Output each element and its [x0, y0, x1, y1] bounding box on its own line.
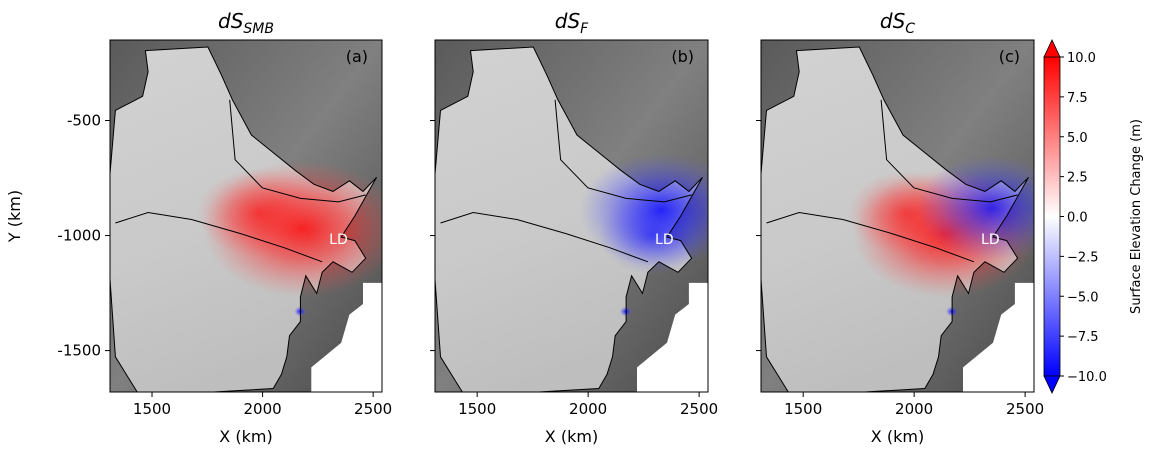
colorbar-tick-label: −2.5	[1067, 250, 1099, 265]
x-tick-label: 2000	[243, 400, 281, 418]
panel-map	[110, 40, 382, 392]
y-axis-label: Y (km)	[5, 190, 24, 243]
location-label-ld: LD	[981, 232, 1000, 248]
colorbar-tick-label: −10.0	[1067, 370, 1107, 385]
panel-title-main: dS	[555, 9, 581, 33]
colorbar-tick-label: 7.5	[1067, 91, 1088, 106]
panel-title-subscript: SMB	[243, 21, 274, 37]
y-tick-label: -500	[67, 112, 101, 130]
colorbar-tick-label: 5.0	[1067, 131, 1088, 146]
ice-outline	[761, 46, 1029, 392]
x-axis-label: X (km)	[545, 427, 598, 446]
flow-line	[880, 99, 1018, 203]
colorbar-gradient	[1043, 56, 1061, 377]
anomaly-negative-1	[598, 196, 707, 275]
panel-c: dSC (c) LD 1500 2000 2500 X (km)	[756, 9, 1044, 446]
colorbar-tick-label: −5.0	[1067, 290, 1099, 305]
x-tick-label: 2500	[1006, 400, 1044, 418]
panel-a: dSSMB (a) LD 1500 2000 2500 -500 -1000 -1500 X (k…	[5, 9, 392, 446]
panel-title: dSC	[880, 9, 915, 37]
location-label-ld: LD	[329, 232, 348, 248]
x-tick-label: 2500	[680, 400, 718, 418]
ice-outline	[110, 46, 378, 392]
colorbar-tick-label: 2.5	[1067, 171, 1088, 186]
x-axis-label: X (km)	[871, 427, 924, 446]
panel-title: dSSMB	[218, 9, 274, 37]
panel-tag: (a)	[346, 47, 368, 66]
x-tick-label: 1500	[133, 400, 171, 418]
panel-tag: (c)	[999, 47, 1020, 66]
axes-frame	[434, 39, 709, 393]
panel-b: dSF (b) LD 1500 2000 2500 X (km)	[430, 9, 718, 446]
x-axis-label: X (km)	[219, 427, 272, 446]
axes-frame	[109, 39, 383, 393]
no-data-region	[311, 282, 382, 392]
ice-outline	[435, 46, 703, 392]
axes-frame	[760, 39, 1035, 393]
panel-title-subscript: F	[580, 21, 589, 37]
colorbar-tick-label: 10.0	[1067, 51, 1096, 66]
flow-line	[440, 211, 649, 263]
panel-title: dSF	[555, 9, 589, 37]
panel-map	[761, 40, 1034, 392]
y-tick-label: -1500	[57, 342, 101, 360]
flow-line	[229, 99, 366, 203]
x-tick-label: 2000	[895, 400, 933, 418]
flow-line	[554, 99, 692, 203]
colorbar-extend-max	[1043, 39, 1061, 58]
flow-line	[115, 211, 323, 263]
x-tick-label: 1500	[458, 400, 496, 418]
anomaly-negative-2	[916, 155, 1034, 261]
x-tick-label: 2500	[354, 400, 392, 418]
panel-title-main: dS	[880, 9, 906, 33]
flow-line	[766, 211, 975, 263]
anomaly-positive-1	[197, 169, 320, 256]
panel-map	[435, 40, 708, 392]
colorbar-tick-label: −7.5	[1067, 330, 1099, 345]
colorbar-label: Surface Elevation Change (m)	[1129, 119, 1144, 314]
no-data-region	[637, 282, 708, 392]
colorbar: 10.0 7.5 5.0 2.5 0.0 −2.5 −5.0 −7.5 −10.0 Surface…	[1043, 39, 1144, 394]
colorbar-tick-label: 0.0	[1067, 211, 1088, 226]
ice-sheet	[435, 47, 703, 392]
colorbar-extend-min	[1043, 375, 1061, 394]
location-label-ld: LD	[655, 232, 674, 248]
panel-tag: (b)	[671, 47, 694, 66]
panel-title-subscript: C	[905, 21, 915, 37]
panel-title-main: dS	[218, 9, 244, 33]
x-tick-label: 1500	[784, 400, 822, 418]
no-data-region	[963, 282, 1034, 392]
x-tick-label: 2000	[569, 400, 607, 418]
y-tick-label: -1000	[57, 227, 101, 245]
